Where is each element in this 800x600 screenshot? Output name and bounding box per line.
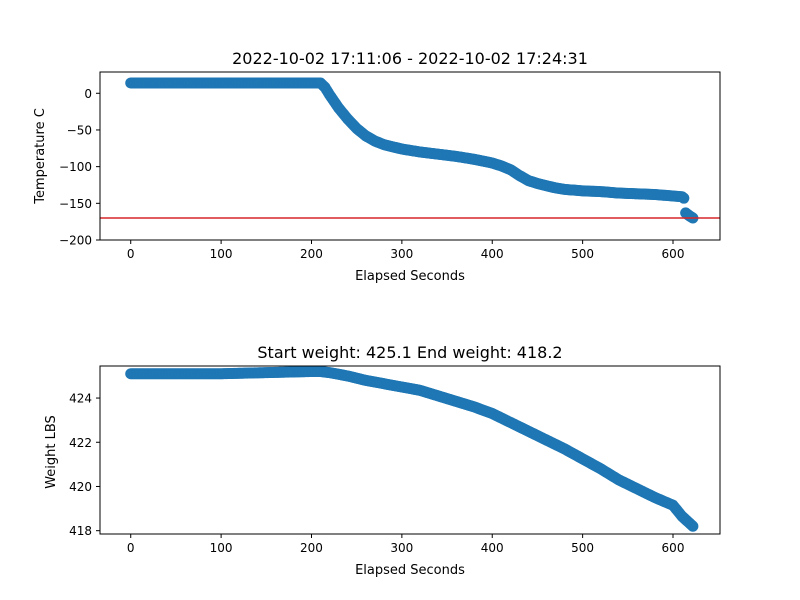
weight-x-tick-label: 500 bbox=[571, 541, 594, 555]
temperature-x-axis-label: Elapsed Seconds bbox=[355, 269, 465, 284]
weight-y-axis-label: Weight LBS bbox=[44, 415, 59, 489]
temperature-y-axis-label: Temperature C bbox=[33, 108, 48, 205]
temperature-x-tick-label: 200 bbox=[300, 247, 323, 261]
temperature-x-tick-label: 0 bbox=[127, 247, 135, 261]
temperature-data-points bbox=[125, 77, 699, 224]
temperature-y-tick-label: −150 bbox=[59, 197, 92, 211]
weight-x-tick-label: 0 bbox=[127, 541, 135, 555]
weight-chart-title: Start weight: 425.1 End weight: 418.2 bbox=[257, 343, 562, 362]
weight-x-axis-label: Elapsed Seconds bbox=[355, 563, 465, 578]
temperature-y-tick-label: −100 bbox=[59, 160, 92, 174]
weight-x-tick-label: 300 bbox=[390, 541, 413, 555]
temperature-x-tick-label: 600 bbox=[662, 247, 685, 261]
temperature-data-point bbox=[678, 192, 690, 204]
weight-y-tick-label: 422 bbox=[69, 436, 92, 450]
weight-x-tick-label: 200 bbox=[300, 541, 323, 555]
temperature-x-tick-label: 400 bbox=[481, 247, 504, 261]
temperature-plot-frame bbox=[99, 71, 721, 241]
weight-axis-ticks: 0 100 200 300 400 500 600 418 420 422 424 bbox=[69, 392, 684, 555]
temperature-panel: 2022-10-02 17:11:06 - 2022-10-02 17:24:3… bbox=[33, 49, 721, 284]
temperature-y-tick-label: −50 bbox=[67, 123, 92, 137]
temperature-y-tick-label: 0 bbox=[84, 87, 92, 101]
weight-x-tick-label: 600 bbox=[662, 541, 685, 555]
weight-data-point bbox=[687, 520, 699, 532]
weight-data-points bbox=[125, 366, 699, 532]
weight-panel: Start weight: 425.1 End weight: 418.2 0 1… bbox=[44, 343, 721, 578]
weight-y-tick-label: 418 bbox=[69, 524, 92, 538]
temperature-chart-title: 2022-10-02 17:11:06 - 2022-10-02 17:24:3… bbox=[232, 49, 588, 68]
weight-x-tick-label: 100 bbox=[210, 541, 233, 555]
temperature-x-tick-label: 500 bbox=[571, 247, 594, 261]
weight-y-tick-label: 420 bbox=[69, 480, 92, 494]
temperature-axis-ticks: 0 100 200 300 400 500 600 0 −50 −100 −150 −200 bbox=[59, 87, 684, 261]
weight-y-tick-label: 424 bbox=[69, 392, 92, 406]
weight-plot-frame bbox=[99, 365, 721, 535]
temperature-x-tick-label: 100 bbox=[210, 247, 233, 261]
temperature-x-tick-label: 300 bbox=[390, 247, 413, 261]
weight-x-tick-label: 400 bbox=[481, 541, 504, 555]
temperature-y-tick-label: −200 bbox=[59, 234, 92, 248]
